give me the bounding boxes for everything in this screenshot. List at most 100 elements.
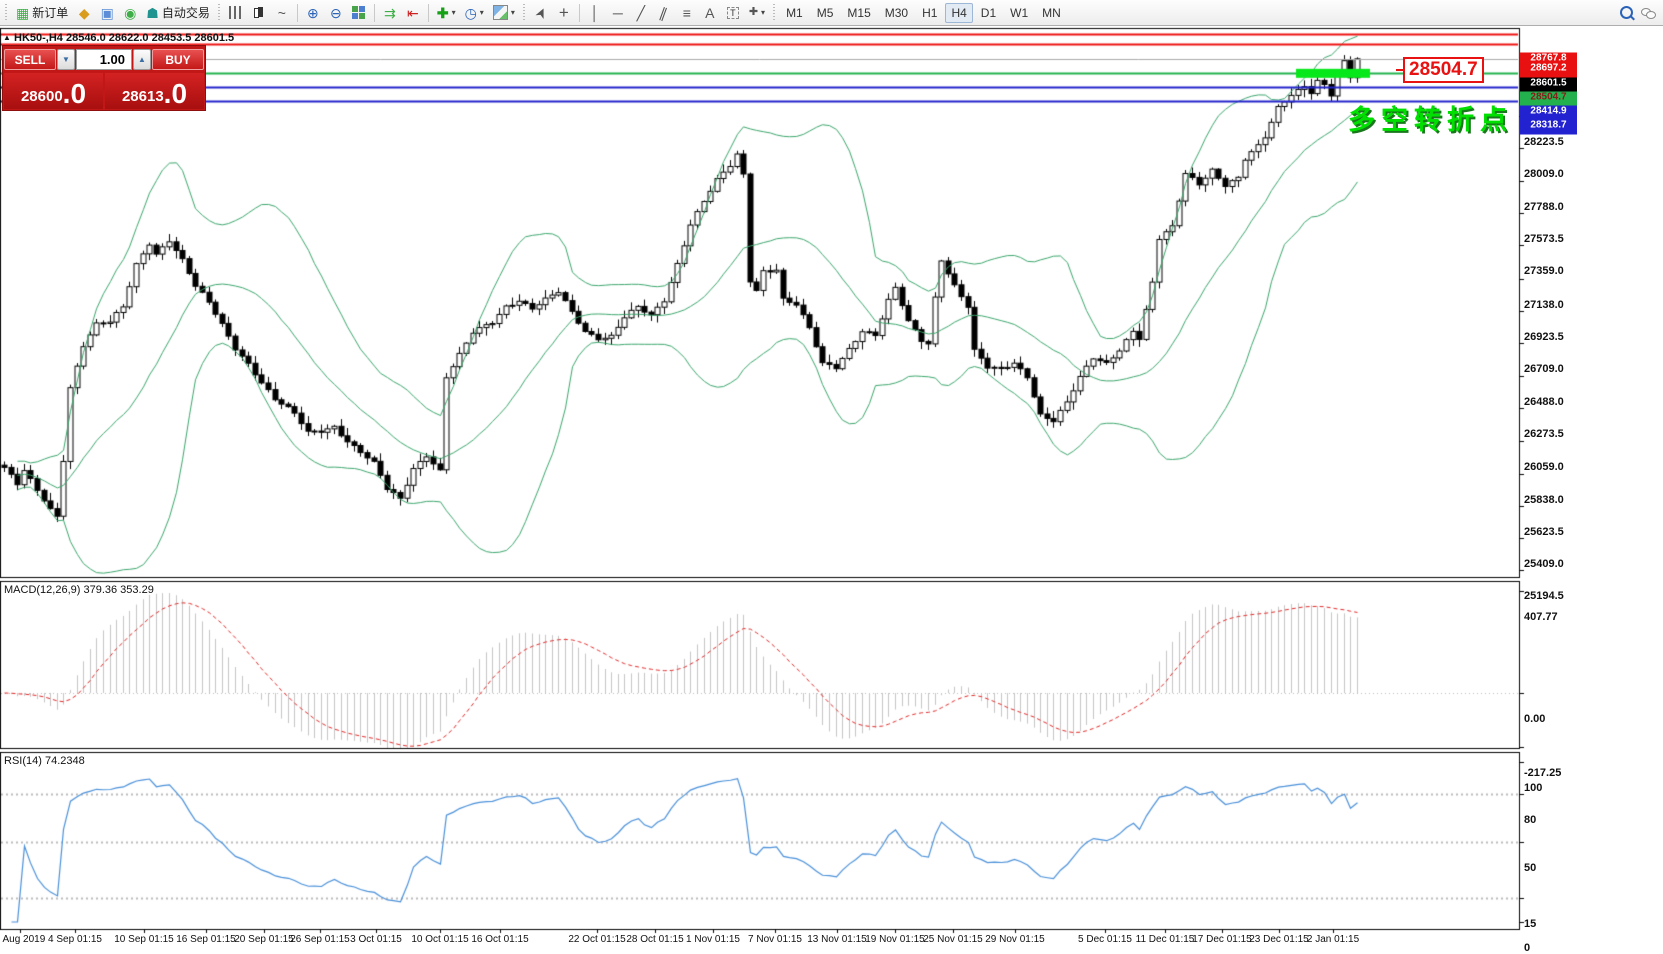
rsi-label: RSI(14) 74.2348 — [4, 755, 85, 767]
signals-button[interactable]: ◉ — [119, 2, 141, 24]
tile-windows-button[interactable] — [348, 2, 370, 24]
toolbar-grip[interactable] — [521, 3, 527, 22]
chat-icon[interactable] — [1641, 7, 1656, 19]
trendline-icon: ╱ — [636, 4, 646, 21]
rsi-tick-label: 15 — [1524, 918, 1537, 930]
new-order-button[interactable]: ▦ 新订单 — [12, 2, 72, 24]
time-axis-label: 10 Oct 01:15 — [411, 934, 469, 945]
new-order-icon: ▦ — [16, 4, 30, 21]
chart-title: HK50-,H4 28546.0 28622.0 28453.5 28601.5 — [14, 32, 235, 44]
zoom-in-button[interactable]: ⊕ — [302, 2, 324, 24]
timeframe-m30[interactable]: M30 — [879, 3, 914, 23]
chevron-down-icon: ▾ — [451, 8, 456, 17]
fibonacci-button[interactable]: ≡ — [676, 2, 698, 24]
time-axis-label: 3 Oct 01:15 — [350, 934, 402, 945]
price-tick-label: 28223.5 — [1524, 135, 1564, 148]
indicators-button[interactable]: ✚ ▾ — [433, 2, 460, 24]
periods-clock-icon: ◷ — [464, 4, 477, 21]
price-tag-28318.7: 28318.7 — [1520, 119, 1577, 135]
crosshair-icon: + — [558, 3, 569, 22]
text-label-button[interactable]: T — [722, 2, 744, 24]
auto-scroll-button[interactable]: ⇉ — [379, 2, 401, 24]
periods-button[interactable]: ◷ ▾ — [461, 2, 488, 24]
chart-shift-button[interactable]: ⇤ — [402, 2, 424, 24]
crosshair-button[interactable]: + — [553, 2, 575, 24]
time-axis-label: 13 Nov 01:15 — [807, 934, 867, 945]
timeframe-w1[interactable]: W1 — [1004, 3, 1034, 23]
one-click-collapse-icon[interactable]: ▲ — [3, 33, 11, 42]
chart-shift-icon: ⇤ — [406, 4, 419, 21]
price-tick-label: 26709.0 — [1524, 362, 1564, 375]
caret-up-icon: ▲ — [138, 55, 146, 64]
rsi-tick-label: 100 — [1524, 782, 1543, 794]
timeframe-h1[interactable]: H1 — [916, 3, 943, 23]
signals-icon: ◉ — [124, 4, 137, 21]
candlestick-chart-button[interactable] — [248, 2, 270, 24]
toolbar-grip[interactable] — [772, 3, 778, 22]
toolbar-grip[interactable] — [216, 3, 222, 22]
fibonacci-icon: ≡ — [682, 4, 691, 21]
macd-tick-label: 0.00 — [1524, 713, 1546, 725]
text-button[interactable]: A — [699, 2, 721, 24]
time-axis-label: 4 Sep 01:15 — [48, 934, 102, 945]
line-chart-button[interactable]: ~ — [271, 2, 293, 24]
horizontal-line-button[interactable]: ─ — [607, 2, 629, 24]
sell-price: 28600 — [20, 88, 63, 105]
timeframe-mn[interactable]: MN — [1036, 3, 1067, 23]
trendline-button[interactable]: ╱ — [630, 2, 652, 24]
time-axis-label: 26 Sep 01:15 — [290, 934, 350, 945]
sell-price-button[interactable]: 28600.0 — [4, 73, 103, 109]
timeframe-d1[interactable]: D1 — [975, 3, 1002, 23]
timeframe-m15[interactable]: M15 — [841, 3, 876, 23]
cursor-button[interactable]: ➤ — [530, 2, 552, 24]
navigator-icon: ▣ — [100, 4, 114, 21]
buy-price-pips: .0 — [163, 78, 188, 109]
price-tick-label: 27359.0 — [1524, 265, 1564, 278]
volume-down-button[interactable]: ▼ — [57, 49, 75, 70]
buy-price: 28613 — [121, 88, 164, 105]
timeframe-m5[interactable]: M5 — [811, 3, 840, 23]
navigator-button[interactable]: ▣ — [96, 2, 118, 24]
toolbar-grip[interactable] — [4, 3, 9, 22]
search-icon[interactable] — [1620, 6, 1633, 19]
text-icon: A — [705, 4, 715, 21]
time-axis-label: 29 Nov 01:15 — [985, 934, 1045, 945]
indicators-icon: ✚ — [436, 4, 449, 21]
templates-button[interactable]: ▾ — [489, 2, 519, 24]
price-tick-label: 28009.0 — [1524, 167, 1564, 180]
vertical-line-button[interactable]: │ — [584, 2, 606, 24]
chart-canvas[interactable] — [0, 26, 1663, 949]
rsi-tick-label: 50 — [1524, 862, 1537, 874]
price-tick-label: 27788.0 — [1524, 200, 1564, 213]
autotrading-button[interactable]: ☗ 自动交易 — [142, 2, 214, 24]
timeframe-group: M1 M5 M15 M30 H1 H4 D1 W1 MN — [780, 2, 1067, 23]
zoom-out-icon: ⊖ — [329, 4, 342, 21]
timeframe-h4[interactable]: H4 — [945, 2, 973, 23]
price-tag-28504.7: 28504.7 — [1520, 91, 1577, 107]
time-axis-label: 1 Nov 01:15 — [686, 934, 740, 945]
bar-chart-button[interactable] — [225, 2, 247, 24]
sell-button[interactable]: SELL — [4, 49, 56, 70]
time-axis-label: 5 Dec 01:15 — [1078, 934, 1132, 945]
price-tick-label: 25409.0 — [1524, 558, 1564, 571]
price-tick-label: 25194.5 — [1524, 590, 1564, 603]
volume-input[interactable] — [76, 49, 132, 70]
channel-button[interactable]: ∥ — [653, 2, 675, 24]
time-axis-label: 17 Dec 01:15 — [1192, 934, 1252, 945]
sell-price-pips: .0 — [62, 78, 87, 109]
new-order-label: 新订单 — [32, 6, 69, 20]
buy-price-button[interactable]: 28613.0 — [105, 73, 204, 109]
rsi-tick-label: 80 — [1524, 814, 1537, 826]
zoom-out-button[interactable]: ⊖ — [325, 2, 347, 24]
autotrading-hat-icon: ☗ — [146, 4, 159, 21]
level-price-label[interactable]: 28504.7 — [1396, 57, 1484, 83]
market-watch-button[interactable]: ◆ — [73, 2, 95, 24]
vertical-line-icon: │ — [590, 4, 600, 21]
time-axis-label: 25 Nov 01:15 — [923, 934, 983, 945]
buy-button[interactable]: BUY — [152, 49, 204, 70]
timeframe-m1[interactable]: M1 — [780, 3, 809, 23]
arrows-button[interactable]: ✚ ▾ — [745, 2, 769, 24]
time-axis-label: 11 Dec 01:15 — [1135, 934, 1195, 945]
auto-scroll-icon: ⇉ — [383, 4, 396, 21]
volume-up-button[interactable]: ▲ — [133, 49, 151, 70]
